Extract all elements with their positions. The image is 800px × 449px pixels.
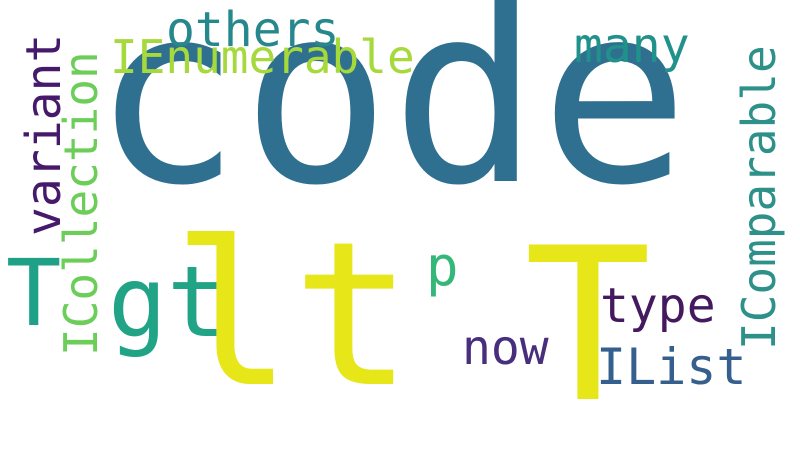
word-icollection: ICollection (54, 51, 108, 356)
word-cloud: code lt T gt T others IEnumerable many p… (6, 0, 786, 432)
word-many: many (574, 18, 690, 74)
word-code: code (92, 0, 690, 240)
word-lt: lt (172, 199, 413, 432)
word-t-small: T (6, 240, 62, 347)
word-ilist: IList (596, 338, 747, 396)
word-ienumerable: IEnumerable (110, 30, 415, 84)
word-type: type (600, 278, 716, 334)
word-p: p (426, 235, 459, 298)
word-gt: gt (108, 246, 227, 360)
word-now: now (462, 320, 549, 376)
word-icomparable: IComparable (732, 45, 786, 350)
word-others: others (166, 2, 340, 58)
word-t-large: T (524, 202, 652, 449)
